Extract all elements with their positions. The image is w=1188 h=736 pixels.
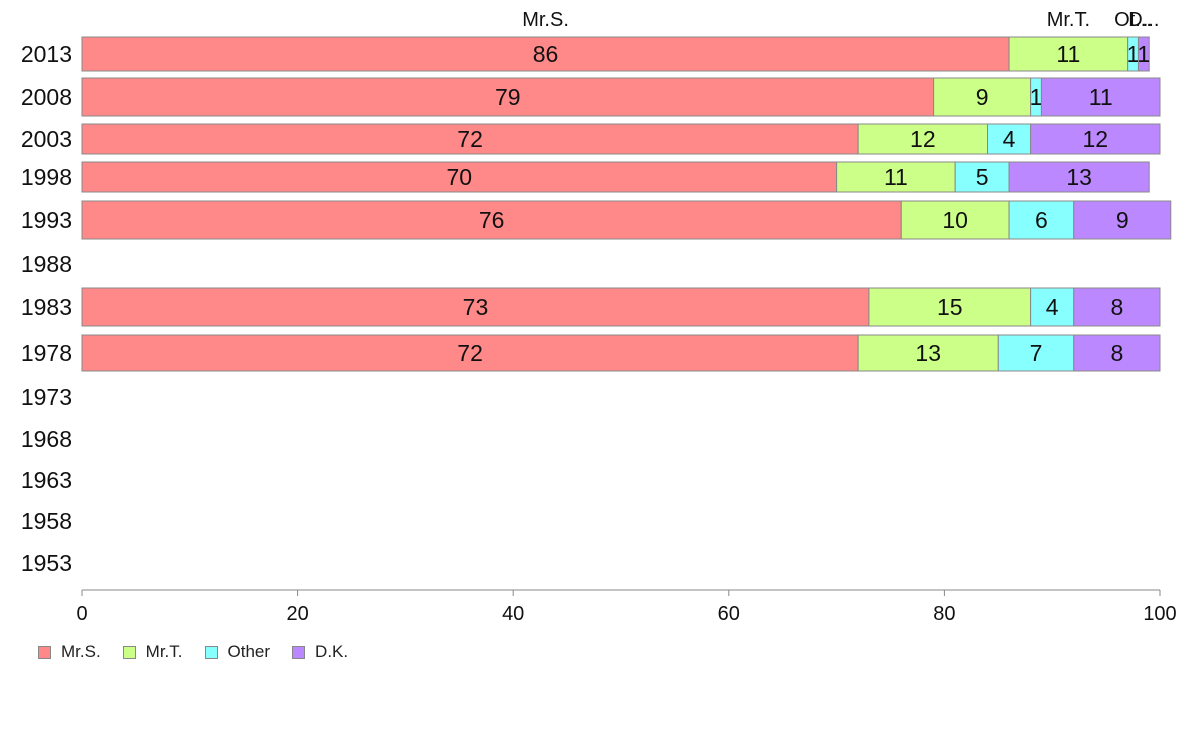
legend-label: Other [227,642,271,661]
category-label: 1993 [21,207,72,233]
data-label: 11 [1056,41,1080,67]
data-label: 10 [942,207,968,233]
bar-segment [1073,334,1161,372]
bar-segment [1073,287,1161,327]
bar-segment [81,36,1010,72]
data-label: 4 [1046,294,1059,320]
category-label: 1973 [21,384,72,410]
data-label: 11 [1089,84,1113,110]
legend-item: Other [204,642,271,662]
data-label: 73 [463,294,489,320]
x-tick-label: 80 [933,603,955,625]
data-label: 4 [1003,126,1016,152]
data-label: 12 [910,126,936,152]
bar-segment [857,334,999,372]
bar-segment [836,161,956,193]
x-tick-label: 40 [502,603,524,625]
data-label: 12 [1083,126,1109,152]
data-label: 72 [457,340,483,366]
x-tick-label: 0 [76,603,87,625]
data-label: 9 [1116,207,1129,233]
data-label: 1 [1030,84,1043,110]
bar-segment [987,123,1032,155]
legend-swatch [122,645,136,659]
category-label: 1958 [21,508,72,534]
legend-swatch [292,645,306,659]
data-label: 1 [1137,41,1150,67]
bar-segment [81,77,935,117]
legend: Mr.S. Mr.T. Other D.K. [38,642,348,662]
series-top-label: Mr.T. [1047,9,1090,31]
legend-item: Mr.T. [122,642,183,662]
legend-label: Mr.T. [145,642,183,661]
legend-label: Mr.S. [61,642,101,661]
bar-segment [1040,77,1161,117]
legend-swatch [204,645,218,659]
series-top-label: Ot... [1114,9,1152,31]
x-tick-label: 60 [718,603,740,625]
data-label: 13 [915,340,941,366]
series-top-label: D... [1128,9,1159,31]
series-top-label: Mr.S. [522,9,569,31]
chart-svg: 2013200820031998199319881983197819731968… [21,9,1177,625]
data-label: 79 [495,84,521,110]
bar-segment [1008,36,1129,72]
data-label: 72 [457,126,483,152]
data-label: 13 [1066,164,1092,190]
bar-segment [81,287,870,327]
category-label: 2003 [21,126,72,152]
bar-segment [997,334,1075,372]
data-label: 86 [533,41,559,67]
bar-segment [1073,200,1172,240]
bar-segment [868,287,1032,327]
data-label: 6 [1035,207,1048,233]
category-label: 1968 [21,426,72,452]
data-label: 9 [976,84,989,110]
legend-item: Mr.S. [38,642,101,662]
bar-segment [1008,200,1075,240]
bar-segment [81,334,859,372]
category-label: 2013 [21,41,72,67]
bar-segment [954,161,1010,193]
bar-segment [1137,36,1150,72]
bar-segment [900,200,1010,240]
legend-label: D.K. [315,642,349,661]
bar-segment [81,161,838,193]
bar-segment [1030,123,1161,155]
bar-segment [857,123,989,155]
data-label: 70 [447,164,473,190]
category-label: 1983 [21,294,72,320]
bar-segment [1008,161,1150,193]
data-label: 8 [1110,294,1123,320]
data-label: 7 [1030,340,1043,366]
x-tick-label: 100 [1143,603,1176,625]
bar-segment [81,123,859,155]
data-label: 1 [1127,41,1140,67]
data-label: 8 [1110,340,1123,366]
data-label: 76 [479,207,505,233]
category-label: 1998 [21,164,72,190]
category-label: 1978 [21,340,72,366]
data-label: 11 [884,164,908,190]
legend-swatch [38,645,51,659]
data-label: 15 [937,294,963,320]
data-label: 5 [976,164,989,190]
bar-segment [1030,287,1075,327]
category-label: 1988 [21,251,72,277]
category-label: 1963 [21,467,72,493]
category-label: 1953 [21,550,72,576]
legend-item: D.K. [292,642,348,662]
category-label: 2008 [21,84,72,110]
x-tick-label: 20 [286,603,308,625]
bar-segment [81,200,902,240]
